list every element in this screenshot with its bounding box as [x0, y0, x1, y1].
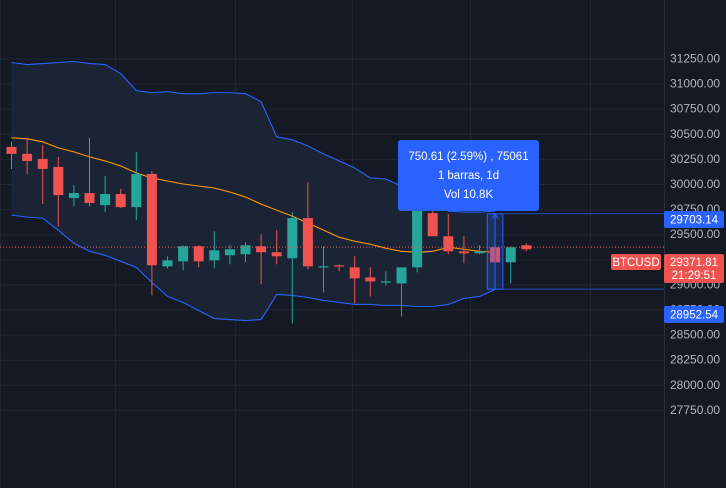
candle-body — [474, 251, 485, 254]
measure-low-label: 28952.54 — [670, 310, 719, 322]
y-tick-label: 31000.00 — [670, 77, 720, 91]
countdown-label: 21:29:51 — [672, 270, 717, 282]
candle-body — [162, 260, 173, 267]
candle-body — [178, 246, 189, 262]
candle-21[interactable] — [334, 264, 345, 272]
candle-body — [209, 250, 220, 261]
candle-body — [22, 153, 33, 161]
candle-7[interactable] — [115, 189, 126, 209]
candle-28[interactable] — [443, 214, 454, 255]
candle-22[interactable] — [349, 256, 360, 304]
candle-body — [334, 265, 345, 267]
measure-tooltip-change: 750.61 (2.59%) , 75061 — [408, 151, 529, 163]
candle-body — [396, 267, 407, 284]
candle-33[interactable] — [521, 243, 532, 252]
y-tick-label: 30750.00 — [670, 102, 720, 116]
last-price-tag: 29371.81 21:29:51 — [664, 254, 724, 283]
candle-9[interactable] — [146, 170, 157, 296]
candle-body — [146, 173, 157, 266]
candle-body — [302, 218, 313, 267]
candle-body — [349, 267, 360, 279]
measure-low-tag: 28952.54 — [664, 306, 724, 323]
candle-11[interactable] — [178, 245, 189, 271]
candle-29[interactable] — [458, 236, 469, 264]
price-tags: 29703.14 BTCUSD 29371.81 21:29:51 28952.… — [611, 211, 724, 323]
candle-body — [412, 210, 423, 268]
symbol-tag: BTCUSD — [611, 254, 661, 270]
candle-8[interactable] — [131, 151, 142, 221]
candle-body — [287, 218, 298, 259]
candle-10[interactable] — [162, 256, 173, 269]
candle-14[interactable] — [224, 245, 235, 265]
candle-19[interactable] — [302, 181, 313, 270]
measure-arrow-head — [491, 212, 499, 220]
candle-5[interactable] — [84, 137, 95, 207]
measure-tooltip: 750.61 (2.59%) , 75061 1 barras, 1d Vol … — [398, 140, 539, 211]
y-tick-label: 30500.00 — [670, 127, 720, 141]
last-price-label: 29371.81 — [670, 257, 718, 269]
measure-tooltip-bars: 1 barras, 1d — [437, 170, 500, 182]
candle-body — [37, 158, 48, 169]
candle-15[interactable] — [240, 242, 251, 263]
candle-body — [100, 194, 111, 206]
candle-2[interactable] — [37, 144, 48, 205]
candle-20[interactable] — [318, 246, 329, 293]
candle-body — [271, 252, 282, 257]
candle-23[interactable] — [365, 267, 376, 297]
candle-body — [380, 281, 391, 283]
measure-high-tag: 29703.14 — [664, 211, 724, 228]
y-tick-label: 31250.00 — [670, 52, 720, 66]
candle-body — [427, 213, 438, 237]
candle-body — [521, 245, 532, 250]
candle-12[interactable] — [193, 245, 204, 268]
candle-3[interactable] — [53, 156, 64, 227]
candle-30[interactable] — [474, 245, 485, 255]
candle-body — [115, 194, 126, 208]
candle-32[interactable] — [505, 246, 516, 284]
candle-body — [224, 249, 235, 256]
candle-body — [505, 247, 516, 263]
measure-tool[interactable] — [486, 212, 664, 290]
measure-tooltip-volume: Vol 10.8K — [443, 189, 494, 201]
candle-body — [68, 193, 79, 199]
candle-1[interactable] — [22, 137, 33, 174]
band-fill — [11, 61, 496, 321]
y-tick-label: 29500.00 — [670, 227, 720, 241]
candle-body — [240, 245, 251, 255]
y-tick-label: 30250.00 — [670, 152, 720, 166]
candlesticks[interactable] — [0, 137, 664, 324]
y-tick-label: 28000.00 — [670, 378, 720, 392]
candle-body — [318, 266, 329, 268]
y-tick-label: 28500.00 — [670, 328, 720, 342]
candle-body — [53, 166, 64, 196]
candle-25[interactable] — [396, 267, 407, 317]
candle-6[interactable] — [100, 175, 111, 213]
candle-4[interactable] — [68, 185, 79, 207]
candle-body — [6, 146, 17, 154]
y-tick-label: 30000.00 — [670, 177, 720, 191]
band-lower-line — [11, 214, 496, 322]
candle-body — [193, 246, 204, 262]
y-tick-label: 28250.00 — [670, 353, 720, 367]
candle-18[interactable] — [287, 212, 298, 324]
candle-body — [84, 193, 95, 204]
measure-high-label: 29703.14 — [670, 215, 719, 227]
symbol-label: BTCUSD — [612, 257, 659, 269]
candle-body — [458, 251, 469, 254]
candle-24[interactable] — [380, 271, 391, 286]
price-axis[interactable]: 31250.00 31000.00 30750.00 30500.00 30250.00… — [670, 52, 720, 417]
candle-body — [365, 277, 376, 282]
candle-body — [256, 246, 267, 253]
y-tick-label: 27750.00 — [670, 403, 720, 417]
candle-13[interactable] — [209, 231, 220, 269]
candle-body — [443, 236, 454, 252]
candle-16[interactable] — [256, 234, 267, 285]
candle-0[interactable] — [6, 141, 17, 169]
candle-body — [131, 173, 142, 208]
